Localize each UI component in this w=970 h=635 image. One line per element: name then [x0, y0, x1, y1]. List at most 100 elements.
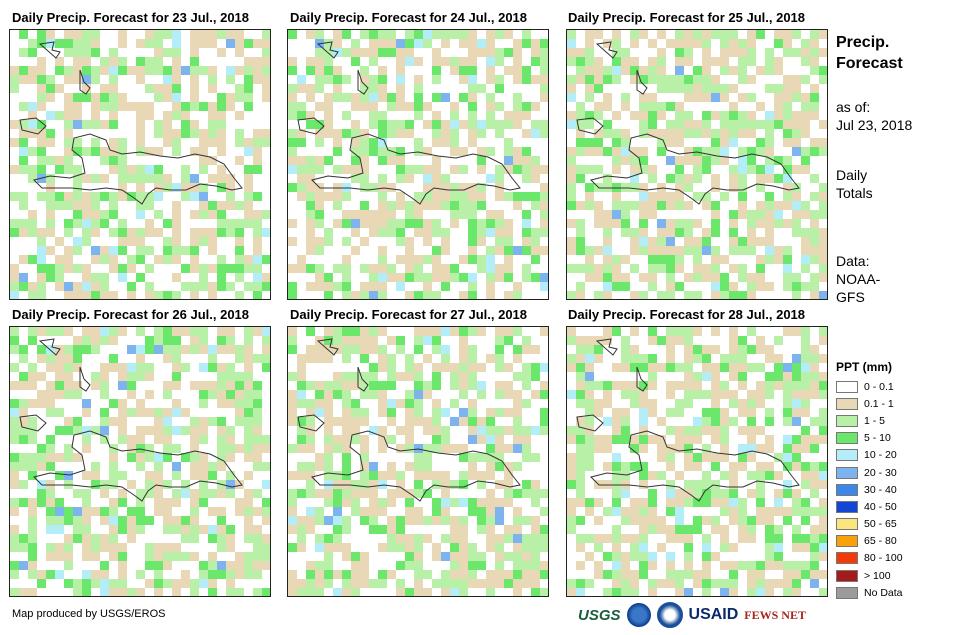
panel-title-5: Daily Precip. Forecast for 27 Jul., 2018 [290, 307, 528, 322]
precip-cell [612, 552, 621, 561]
precip-cell [513, 525, 522, 534]
precip-cell [486, 507, 495, 516]
precip-cell [378, 192, 387, 201]
precip-cell [702, 489, 711, 498]
precip-cell [450, 444, 459, 453]
precip-cell [747, 408, 756, 417]
precip-cell [603, 444, 612, 453]
precip-cell [468, 192, 477, 201]
precip-cell [666, 201, 675, 210]
precip-cell [405, 543, 414, 552]
precip-cell [342, 498, 351, 507]
precip-cell [585, 372, 594, 381]
precip-cell [378, 255, 387, 264]
precip-cell [594, 30, 603, 39]
precip-cell [190, 129, 199, 138]
precip-cell [720, 426, 729, 435]
precip-cell [783, 255, 792, 264]
precip-cell [226, 480, 235, 489]
precip-cell [10, 273, 19, 282]
precip-cell [774, 120, 783, 129]
precip-cell [288, 588, 297, 596]
precip-cell [441, 228, 450, 237]
precip-cell [190, 435, 199, 444]
precip-cell [540, 273, 548, 282]
precip-cell [675, 381, 684, 390]
precip-cell [585, 453, 594, 462]
precip-cell [747, 219, 756, 228]
precip-cell [720, 561, 729, 570]
precip-cell [181, 534, 190, 543]
precip-cell [91, 345, 100, 354]
precip-cell [603, 129, 612, 138]
precip-cell [450, 516, 459, 525]
precip-cell [567, 174, 576, 183]
legend-label: 65 - 80 [864, 535, 897, 548]
precip-cell [262, 75, 270, 84]
precip-cell [91, 111, 100, 120]
precip-cell [603, 588, 612, 596]
precip-cell [432, 327, 441, 336]
precip-cell [765, 507, 774, 516]
precip-cell [208, 210, 217, 219]
precip-cell [675, 588, 684, 596]
precip-cell [288, 372, 297, 381]
precip-cell [441, 273, 450, 282]
precip-cell [163, 345, 172, 354]
precip-cell [387, 39, 396, 48]
precip-cell [172, 246, 181, 255]
precip-cell [82, 75, 91, 84]
precip-cell [765, 210, 774, 219]
precip-cell [603, 75, 612, 84]
precip-cell [208, 30, 217, 39]
precip-cell [315, 390, 324, 399]
precip-cell [235, 291, 244, 299]
precip-cell [82, 588, 91, 596]
precip-cell [756, 426, 765, 435]
precip-cell [423, 336, 432, 345]
precip-cell [405, 363, 414, 372]
precip-cell [163, 30, 172, 39]
precip-cell [459, 381, 468, 390]
precip-cell [792, 390, 801, 399]
precip-cell [64, 552, 73, 561]
precip-cell [675, 579, 684, 588]
precip-cell [585, 354, 594, 363]
precip-cell [136, 246, 145, 255]
precip-cell [702, 453, 711, 462]
precip-cell [756, 588, 765, 596]
precip-cell [190, 246, 199, 255]
precip-cell [46, 30, 55, 39]
precip-cell [612, 129, 621, 138]
precip-cell [594, 561, 603, 570]
precip-cell [567, 264, 576, 273]
precip-cell [486, 588, 495, 596]
precip-cell [262, 588, 270, 596]
precip-cell [801, 570, 810, 579]
precip-cell [333, 165, 342, 174]
precip-cell [46, 390, 55, 399]
precip-cell [486, 570, 495, 579]
precip-cell [324, 354, 333, 363]
precip-cell [172, 525, 181, 534]
precip-cell [217, 453, 226, 462]
precip-cell [414, 372, 423, 381]
precip-cell [109, 552, 118, 561]
precip-cell [226, 435, 235, 444]
precip-cell [181, 552, 190, 561]
precip-cell [324, 93, 333, 102]
precip-cell [235, 273, 244, 282]
precip-cell [414, 516, 423, 525]
precip-cell [315, 453, 324, 462]
precip-grid-4 [10, 327, 270, 596]
precip-cell [46, 210, 55, 219]
precip-cell [792, 543, 801, 552]
precip-cell [244, 561, 253, 570]
precip-cell [666, 561, 675, 570]
precip-cell [10, 453, 19, 462]
precip-cell [163, 390, 172, 399]
precip-cell [145, 228, 154, 237]
precip-cell [73, 417, 82, 426]
precip-cell [396, 237, 405, 246]
precip-cell [468, 426, 477, 435]
